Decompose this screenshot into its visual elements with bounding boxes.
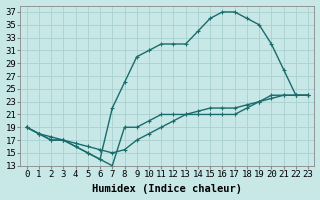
X-axis label: Humidex (Indice chaleur): Humidex (Indice chaleur) bbox=[92, 184, 242, 194]
